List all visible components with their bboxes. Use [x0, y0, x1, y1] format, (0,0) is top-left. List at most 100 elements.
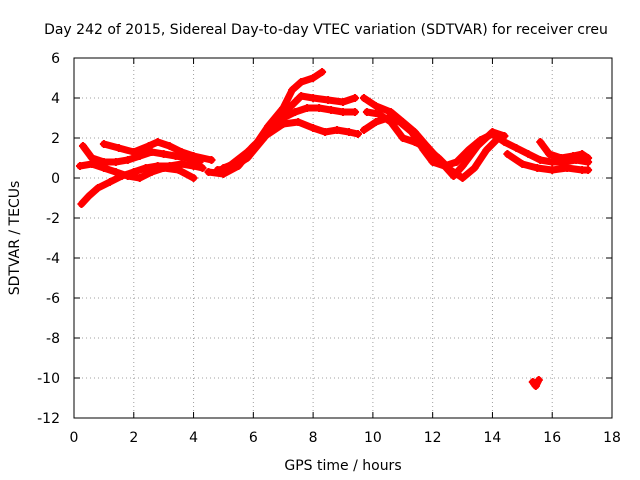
data-point	[321, 128, 330, 136]
data-point	[189, 174, 198, 182]
data-point	[482, 146, 491, 154]
data-point	[398, 134, 407, 142]
data-point	[548, 166, 557, 174]
data-point	[144, 142, 153, 150]
x-axis-label: GPS time / hours	[284, 458, 401, 474]
data-point	[533, 164, 542, 172]
y-tick-label: -4	[46, 251, 60, 267]
data-point	[458, 162, 467, 170]
data-point	[288, 86, 297, 94]
data-point	[410, 138, 419, 146]
data-points	[75, 68, 593, 390]
data-point	[333, 126, 342, 134]
data-point	[458, 174, 467, 182]
x-tick-label: 2	[129, 430, 138, 446]
data-point	[534, 376, 543, 384]
data-point	[123, 172, 132, 180]
data-point	[159, 164, 168, 172]
y-tick-label: -8	[46, 331, 60, 347]
data-point	[75, 162, 84, 170]
data-point	[279, 120, 288, 128]
data-point	[225, 162, 234, 170]
track-11-trace	[363, 108, 502, 182]
plot-frame	[73, 57, 613, 419]
data-point	[470, 164, 479, 172]
data-point	[374, 110, 383, 118]
data-point	[464, 146, 473, 154]
data-point	[569, 152, 578, 160]
x-tick-label: 12	[424, 430, 442, 446]
data-point	[84, 192, 93, 200]
data-point	[512, 144, 521, 152]
data-point	[147, 148, 156, 156]
data-point	[78, 142, 87, 150]
data-point	[318, 68, 327, 76]
data-point	[500, 138, 509, 146]
data-point	[189, 152, 198, 160]
data-point	[77, 200, 86, 208]
data-point	[344, 128, 353, 136]
data-point	[452, 158, 461, 166]
data-point	[476, 136, 485, 144]
data-point	[243, 148, 252, 156]
data-point	[147, 168, 156, 176]
y-tick-label: 4	[51, 91, 60, 107]
data-point	[359, 94, 368, 102]
data-point	[165, 142, 174, 150]
data-point	[446, 166, 455, 174]
x-tick-label: 16	[543, 430, 561, 446]
data-point	[578, 150, 587, 158]
y-tick-label: 2	[51, 131, 60, 147]
data-point	[261, 132, 270, 140]
y-tick-label: -10	[37, 371, 60, 387]
data-point	[327, 106, 336, 114]
data-point	[386, 108, 395, 116]
data-point	[141, 164, 150, 172]
data-point	[291, 108, 300, 116]
data-point	[219, 164, 228, 172]
data-point	[407, 128, 416, 136]
data-point	[198, 164, 207, 172]
y-tick-label: -6	[46, 291, 60, 307]
data-point	[297, 78, 306, 86]
data-point	[548, 158, 557, 166]
track-8-trace	[225, 118, 362, 170]
data-point	[177, 148, 186, 156]
data-point	[536, 156, 545, 164]
x-tick-label: 8	[309, 430, 318, 446]
x-tick-label: 0	[70, 430, 79, 446]
x-tick-label: 6	[249, 430, 258, 446]
data-point	[99, 140, 108, 148]
data-point	[285, 104, 294, 112]
data-point	[171, 152, 180, 160]
x-tick-label: 18	[603, 430, 621, 446]
data-point	[339, 98, 347, 106]
data-point	[359, 126, 368, 134]
data-point	[584, 154, 593, 162]
data-point	[111, 158, 120, 166]
data-point	[350, 108, 359, 116]
data-point	[518, 160, 527, 168]
data-point	[503, 150, 512, 158]
data-point	[159, 150, 168, 158]
data-point	[524, 150, 533, 158]
data-point	[584, 166, 593, 174]
axis-ticks: 0 2 4 6 8 10 12 14 16 18 -12 -10 -8 -6 -4 -2 0 2 4 6	[37, 51, 621, 446]
data-point	[105, 178, 114, 186]
chart-title: Day 242 of 2015, Sidereal Day-to-day VTE…	[44, 22, 608, 38]
data-point	[488, 130, 497, 138]
y-tick-label: -2	[46, 211, 60, 227]
data-point	[111, 168, 120, 176]
data-point	[87, 160, 96, 168]
data-point	[309, 124, 318, 132]
data-point	[545, 150, 554, 158]
data-point	[207, 156, 216, 164]
x-tick-label: 4	[189, 430, 198, 446]
data-point	[309, 74, 318, 82]
track-10-trace	[360, 114, 496, 170]
data-point	[309, 94, 318, 102]
y-tick-label: 0	[51, 171, 60, 187]
data-point	[371, 118, 380, 126]
data-point	[204, 168, 213, 176]
